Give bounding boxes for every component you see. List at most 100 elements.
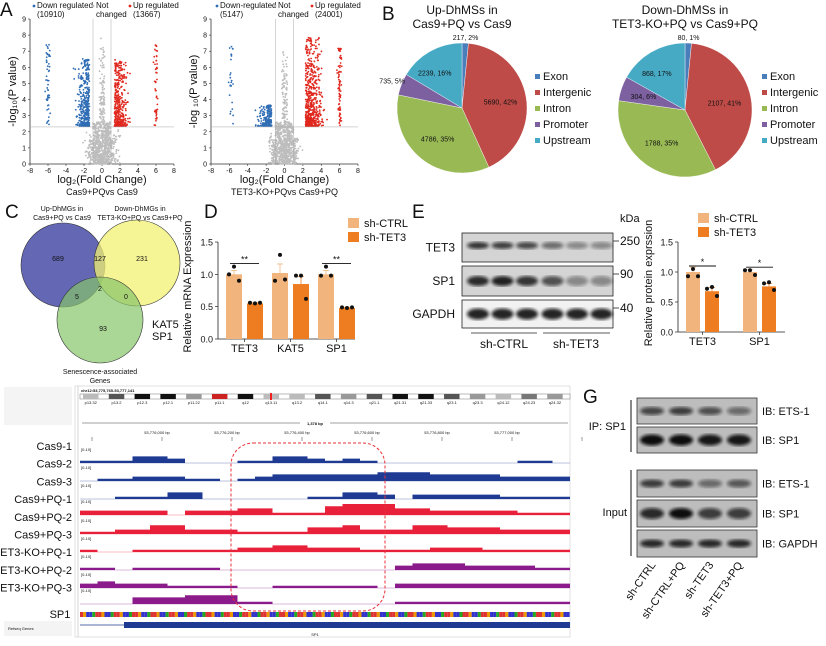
pie-slice-upstream xyxy=(626,42,686,111)
down-regulated-point xyxy=(80,92,82,95)
up-regulated-point xyxy=(317,38,319,41)
ns-point xyxy=(270,138,273,141)
up-regulated-point xyxy=(308,86,311,89)
down-regulated-point xyxy=(86,88,89,91)
venn-count-only_2: 231 xyxy=(136,256,148,263)
up-regulated-point xyxy=(305,67,308,70)
down-regulated-point xyxy=(85,102,88,105)
sequence-base xyxy=(309,612,313,617)
down-regulated-point xyxy=(267,125,270,128)
down-regulated-point xyxy=(269,125,271,127)
up-regulated-point xyxy=(115,71,118,74)
sequence-base xyxy=(441,612,445,617)
protein-band xyxy=(698,479,722,488)
down-regulated-point xyxy=(73,78,76,80)
ns-point xyxy=(98,143,101,146)
protein-band xyxy=(516,276,538,286)
up-regulated-point xyxy=(336,72,339,74)
ns-point xyxy=(276,148,279,151)
ns-point xyxy=(284,113,287,116)
ns-point xyxy=(103,77,105,80)
down-regulated-point xyxy=(229,72,232,74)
up-regulated-point xyxy=(311,93,314,95)
ns-point xyxy=(102,111,104,113)
ns-point xyxy=(284,59,287,62)
ns-point xyxy=(117,130,119,133)
ns-point xyxy=(281,108,284,111)
up-regulated-point xyxy=(310,42,313,44)
ns-point xyxy=(282,160,285,163)
bp-tick-label: 53,776,200 bp xyxy=(214,430,240,435)
up-regulated-point xyxy=(305,87,308,89)
y-tick-label: 1.5 xyxy=(660,238,673,248)
up-regulated-point xyxy=(120,115,123,118)
sequence-base xyxy=(257,612,261,617)
up-regulated-point xyxy=(338,98,341,100)
down-regulated-point xyxy=(81,120,84,123)
ns-point xyxy=(286,56,289,59)
down-regulated-point xyxy=(76,124,79,127)
legend-label: Upstream xyxy=(770,135,818,147)
y-tick-label: 5 xyxy=(203,81,207,88)
ns-point xyxy=(278,136,281,138)
ns-point xyxy=(106,139,109,141)
ns-point xyxy=(102,66,105,69)
ns-point xyxy=(283,159,286,162)
up-regulated-point xyxy=(114,117,117,120)
up-regulated-point xyxy=(311,43,313,46)
up-regulated-point xyxy=(326,118,328,121)
kda-marker-label: 90 xyxy=(620,267,634,281)
up-regulated-point xyxy=(313,125,316,127)
ns-point xyxy=(99,108,102,110)
y-tick-label: 5 xyxy=(22,81,26,88)
sequence-base xyxy=(147,612,151,617)
sequence-base xyxy=(122,612,126,617)
bp-tick-label: 53,776,000 bp xyxy=(144,430,170,435)
up-regulated-point xyxy=(116,109,118,112)
legend-swatch xyxy=(762,106,767,111)
ns-point xyxy=(275,157,278,160)
ns-point xyxy=(102,98,105,100)
x-axis-label: log₂(Fold Change) xyxy=(57,174,146,186)
ns-point xyxy=(99,77,102,80)
ns-point xyxy=(272,143,275,146)
ns-point xyxy=(275,159,278,162)
down-regulated-point xyxy=(74,68,77,71)
up-regulated-point xyxy=(114,93,117,96)
up-regulated-point xyxy=(322,124,325,127)
up-regulated-point xyxy=(314,115,317,118)
sequence-base xyxy=(300,612,304,617)
ns-point xyxy=(94,156,97,159)
up-regulated-point xyxy=(307,92,310,95)
coverage-profile xyxy=(80,456,570,463)
ns-point xyxy=(102,53,105,56)
ns-point xyxy=(282,51,284,54)
down-regulated-point xyxy=(85,64,88,66)
ns-point xyxy=(118,162,121,164)
cytoband xyxy=(186,394,202,399)
x-tick-label: KAT5 xyxy=(277,343,304,355)
up-regulated-point xyxy=(305,40,308,43)
protein-band xyxy=(566,276,588,286)
sequence-base xyxy=(563,612,567,617)
down-regulated-point xyxy=(262,105,265,108)
down-regulated-point xyxy=(78,93,80,96)
pie-data-label: 5690, 42% xyxy=(484,100,517,107)
data-point xyxy=(294,273,298,278)
sequence-base xyxy=(107,612,111,617)
down-regulated-point xyxy=(78,88,81,91)
ns-point xyxy=(89,141,92,144)
legend-label: sh-CTRL xyxy=(364,218,408,230)
ns-point xyxy=(287,162,290,165)
ns-point xyxy=(275,132,277,135)
down-regulated-point xyxy=(46,45,49,48)
y-tick-label: 7 xyxy=(203,49,207,56)
down-regulated-point xyxy=(83,106,86,109)
ns-point xyxy=(105,154,108,157)
up-regulated-point xyxy=(315,118,317,120)
ns-point xyxy=(82,141,84,144)
up-regulated-point xyxy=(123,88,126,91)
data-point xyxy=(237,278,241,283)
ns-point xyxy=(96,136,98,139)
x-tick-label: 2 xyxy=(118,168,122,175)
